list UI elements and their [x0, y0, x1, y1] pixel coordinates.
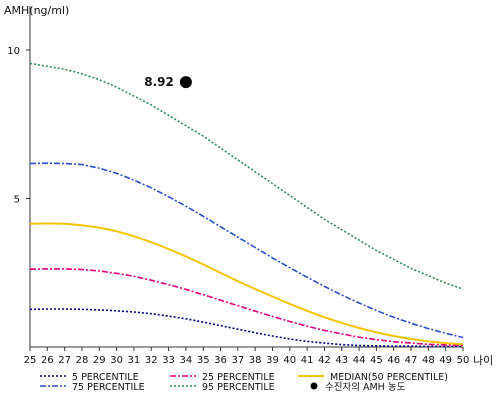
y-tick-label-5: 5: [14, 195, 20, 206]
x-tick-label-43: 43: [335, 355, 348, 366]
x-tick-label-34: 34: [180, 355, 193, 366]
chart-series-group: [29, 62, 464, 348]
x-tick-label-38: 38: [249, 355, 262, 366]
x-tick-label-46: 46: [387, 355, 400, 366]
x-tick-label-27: 27: [58, 355, 71, 366]
y-axis-title: AMH(ng/ml): [4, 4, 69, 17]
chart-legend: 5 PERCENTILE 25 PERCENTILE MEDIAN(50 PERCE…: [40, 372, 448, 393]
x-tick-label-40: 40: [283, 355, 296, 366]
legend-label-95-percentile: 95 PERCENTILE: [202, 382, 275, 393]
x-tick-label-29: 29: [93, 355, 106, 366]
x-tick-label-39: 39: [266, 355, 279, 366]
legend-label-25-percentile: 25 PERCENTILE: [202, 372, 275, 383]
chart-axes: AMH(ng/ml) 5 10 25 26 27 28 29 30 31 32 33 34 35 36 37 3…: [4, 4, 493, 367]
series-line-75-percentile: [29, 162, 464, 339]
x-tick-label-44: 44: [353, 355, 366, 366]
x-tick-label-30: 30: [110, 355, 123, 366]
x-tick-label-49: 49: [439, 355, 452, 366]
x-tick-label-42: 42: [318, 355, 331, 366]
x-tick-label-26: 26: [41, 355, 54, 366]
x-tick-label-35: 35: [197, 355, 210, 366]
x-tick-label-41: 41: [301, 355, 314, 366]
x-tick-label-33: 33: [162, 355, 175, 366]
patient-amh-point: [179, 76, 192, 89]
x-tick-label-45: 45: [370, 355, 383, 366]
x-tick-label-47: 47: [405, 355, 418, 366]
legend-swatch-patient-amh: [310, 382, 318, 390]
x-tick-label-50: 50: [457, 355, 470, 366]
series-line-5-percentile: [29, 308, 463, 348]
x-tick-label-31: 31: [128, 355, 141, 366]
patient-amh-value-label: 8.92: [144, 75, 174, 89]
legend-label-5-percentile: 5 PERCENTILE: [72, 372, 139, 383]
legend-label-75-percentile: 75 PERCENTILE: [72, 382, 145, 393]
x-axis-title: 나이: [473, 354, 493, 367]
x-tick-label-48: 48: [422, 355, 435, 366]
x-tick-label-37: 37: [231, 355, 244, 366]
chart-marker-group: 8.92: [144, 75, 192, 89]
x-tick-label-32: 32: [145, 355, 158, 366]
legend-label-median-50-percentile: MEDIAN(50 PERCENTILE): [330, 372, 448, 383]
series-line-median-50-percentile: [29, 222, 464, 346]
series-line-95-percentile: [29, 62, 464, 290]
x-tick-label-25: 25: [24, 355, 37, 366]
x-tick-label-36: 36: [214, 355, 227, 366]
legend-label-patient-amh: 수진자의 AMH 농도: [325, 382, 406, 393]
series-line-25-percentile: [29, 268, 464, 347]
y-tick-label-10: 10: [7, 46, 20, 57]
x-tick-label-28: 28: [76, 355, 89, 366]
